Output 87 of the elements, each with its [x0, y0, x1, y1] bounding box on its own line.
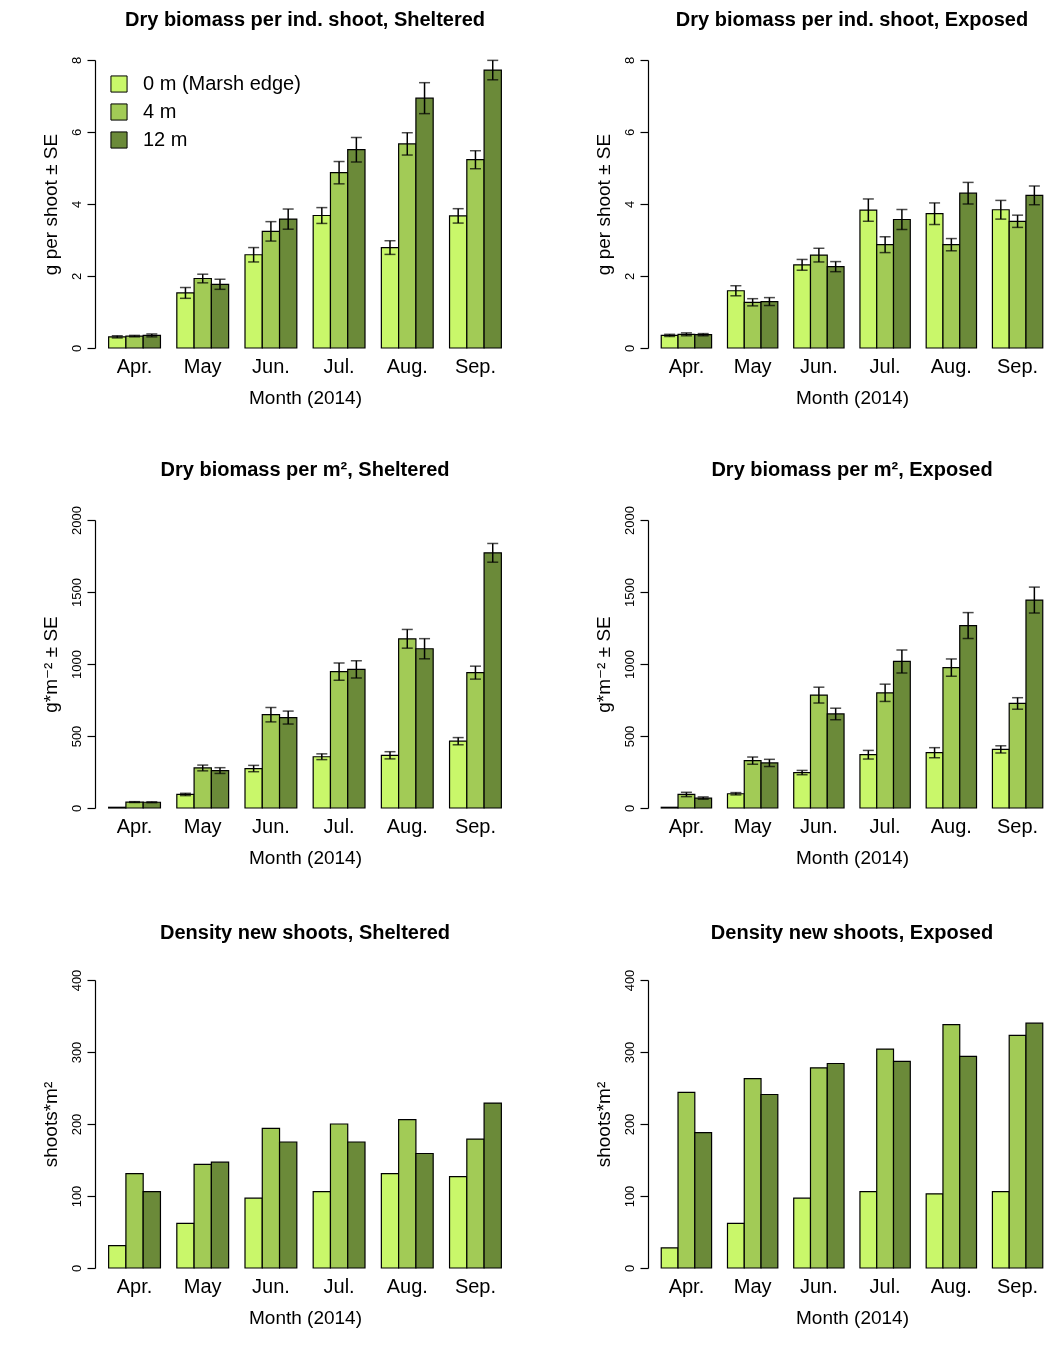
x-tick-label: Jun. — [799, 1274, 838, 1297]
x-tick-label: Aug. — [930, 1274, 972, 1297]
y-tick-label: 0 — [621, 804, 637, 813]
x-tick-label: Aug. — [930, 354, 972, 377]
y-tick-label: 4 — [621, 200, 637, 209]
y-tick-label: 500 — [68, 725, 84, 748]
x-axis-title: Month (2014) — [795, 386, 910, 408]
y-tick-label: 2 — [68, 272, 84, 281]
y-tick-label: 2 — [621, 272, 637, 281]
x-tick-label: Aug. — [386, 814, 428, 837]
x-tick-label: Sep. — [997, 1274, 1039, 1297]
x-tick-label: May — [733, 354, 772, 377]
y-tick-label: 4 — [68, 200, 84, 209]
x-tick-label: Jul. — [869, 814, 901, 837]
x-tick-label: Sep. — [454, 1274, 497, 1297]
y-tick-label: 100 — [621, 1185, 637, 1208]
x-axis-title: Month (2014) — [795, 1306, 910, 1328]
x-tick-label: May — [183, 1274, 222, 1297]
y-tick-label: 8 — [621, 56, 637, 65]
x-tick-label: Aug. — [930, 814, 972, 837]
y-tick-label: 6 — [68, 128, 84, 137]
y-tick-label: 400 — [68, 969, 84, 992]
x-tick-label: May — [183, 814, 222, 837]
legend-label: 12 m — [143, 128, 188, 150]
y-tick-label: 300 — [621, 1041, 637, 1064]
x-tick-label: Apr. — [116, 354, 153, 377]
chart-title: Density new shoots, Exposed — [710, 921, 994, 944]
x-axis-title: Month (2014) — [248, 386, 363, 408]
y-tick-label: 1500 — [68, 578, 84, 607]
x-axis-title: Month (2014) — [248, 846, 363, 868]
y-tick-label: 200 — [621, 1113, 637, 1136]
x-tick-label: Jul. — [869, 1274, 901, 1297]
y-tick-label: 0 — [621, 344, 637, 353]
y-tick-label: 0 — [68, 804, 84, 813]
x-tick-label: Jun. — [252, 1274, 290, 1297]
x-tick-label: Apr. — [668, 354, 705, 377]
y-axis-title: shoots*m² — [592, 1081, 614, 1168]
chart-title: Dry biomass per m², Exposed — [711, 457, 993, 480]
y-tick-label: 400 — [621, 969, 637, 992]
y-tick-label: 1000 — [621, 650, 637, 679]
x-tick-label: Jul. — [869, 354, 901, 377]
legend-label: 4 m — [143, 100, 177, 122]
y-tick-label: 2000 — [621, 506, 637, 535]
x-tick-label: Sep. — [454, 354, 497, 377]
x-axis-title: Month (2014) — [795, 846, 910, 868]
chart-title: Dry biomass per m², Sheltered — [160, 457, 450, 480]
y-tick-label: 100 — [68, 1185, 84, 1208]
y-tick-label: 0 — [621, 1264, 637, 1273]
y-axis-title: g per shoot ± SE — [39, 133, 61, 276]
legend-label: 0 m (Marsh edge) — [143, 72, 301, 94]
x-tick-label: Apr. — [116, 814, 153, 837]
y-tick-label: 0 — [68, 344, 84, 353]
chart-title: Density new shoots, Sheltered — [159, 921, 451, 944]
chart-title: Dry biomass per ind. shoot, Sheltered — [124, 8, 486, 31]
x-tick-label: Apr. — [668, 814, 705, 837]
y-tick-label: 500 — [621, 725, 637, 748]
y-tick-label: 1500 — [621, 578, 637, 607]
x-tick-label: Jun. — [799, 814, 838, 837]
chart-title: Dry biomass per ind. shoot, Exposed — [675, 8, 1029, 31]
x-tick-label: Apr. — [116, 1274, 153, 1297]
x-tick-label: Sep. — [997, 814, 1039, 837]
x-tick-label: Jul. — [323, 354, 355, 377]
y-axis-title: g per shoot ± SE — [592, 133, 614, 276]
x-tick-label: Sep. — [997, 354, 1039, 377]
x-axis-title: Month (2014) — [248, 1306, 363, 1328]
x-tick-label: Aug. — [386, 1274, 428, 1297]
y-axis-title: g*m⁻² ± SE — [39, 616, 61, 713]
y-tick-label: 6 — [621, 128, 637, 137]
x-tick-label: Jun. — [252, 354, 290, 377]
x-tick-label: May — [733, 814, 772, 837]
x-tick-label: Jun. — [799, 354, 838, 377]
x-tick-label: Aug. — [386, 354, 428, 377]
y-tick-label: 1000 — [68, 650, 84, 679]
x-tick-label: Jul. — [323, 1274, 355, 1297]
x-tick-label: Jul. — [323, 814, 355, 837]
y-tick-label: 200 — [68, 1113, 84, 1136]
y-tick-label: 300 — [68, 1041, 84, 1064]
y-tick-label: 0 — [68, 1264, 84, 1273]
y-axis-title: g*m⁻² ± SE — [592, 616, 614, 713]
x-tick-label: Jun. — [252, 814, 290, 837]
x-tick-label: May — [733, 1274, 772, 1297]
y-tick-label: 2000 — [68, 506, 84, 535]
x-tick-label: May — [183, 354, 222, 377]
y-tick-label: 8 — [68, 56, 84, 65]
y-axis-title: shoots*m² — [39, 1081, 61, 1168]
x-tick-label: Sep. — [454, 814, 497, 837]
x-tick-label: Apr. — [668, 1274, 705, 1297]
